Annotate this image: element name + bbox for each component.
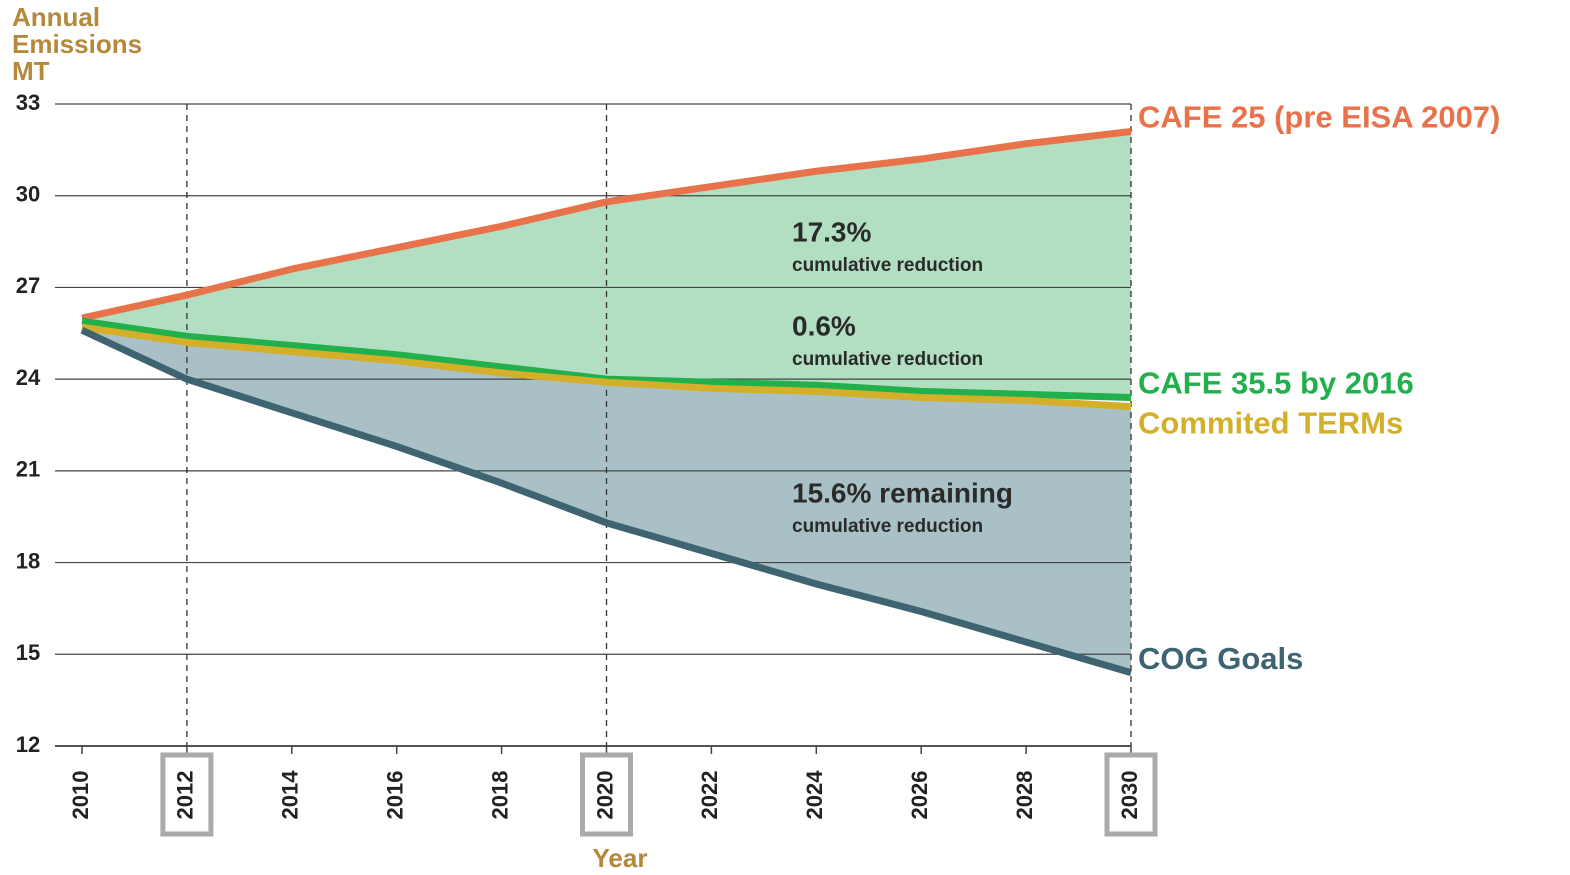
- x-tick-label: 2026: [907, 771, 932, 820]
- x-tick-label: 2016: [383, 771, 408, 820]
- y-tick-label: 21: [16, 457, 40, 482]
- series-line: [80, 327, 1132, 676]
- x-axis-label: Year: [593, 843, 648, 873]
- area-fill: [82, 327, 1131, 673]
- highlight-box: [580, 752, 633, 837]
- x-tick-label: 2010: [68, 771, 93, 820]
- x-tick-label: 2018: [487, 771, 512, 820]
- x-tick-label: 2020: [592, 771, 617, 820]
- annotation: 15.6% remaining: [792, 477, 1013, 508]
- x-tick-label: 2022: [697, 771, 722, 820]
- annotation: 17.3%: [792, 216, 871, 247]
- x-tick-label: 2024: [802, 770, 827, 820]
- y-tick-label: 27: [16, 273, 40, 298]
- highlight-box: [160, 752, 214, 837]
- x-tick-label: 2014: [278, 770, 303, 820]
- y-tick-label: 15: [16, 640, 40, 665]
- y-tick-label: 18: [16, 548, 40, 573]
- area-fill: [82, 131, 1131, 398]
- y-axis-label-line: Annual: [12, 2, 100, 32]
- x-tick-label: 2028: [1012, 771, 1037, 820]
- y-tick-label: 24: [16, 365, 41, 390]
- area-fills: [82, 131, 1131, 673]
- y-tick-label: 12: [16, 732, 40, 757]
- annotation-sub: cumulative reduction: [792, 255, 983, 276]
- y-axis-label-line: MT: [12, 56, 50, 86]
- legend-label: Commited TERMs: [1138, 406, 1403, 441]
- legend-label: CAFE 35.5 by 2016: [1138, 366, 1414, 401]
- x-tick-label: 2030: [1117, 771, 1142, 820]
- series-line: [81, 323, 1132, 411]
- y-tick-label: 30: [16, 182, 40, 207]
- y-tick-label: 33: [16, 90, 40, 115]
- y-axis-label-line: Emissions: [12, 29, 142, 59]
- highlight-box: [1104, 752, 1158, 837]
- legend-label: COG Goals: [1138, 641, 1303, 676]
- annotation-sub: cumulative reduction: [792, 516, 983, 537]
- legend-label: CAFE 25 (pre EISA 2007): [1138, 100, 1500, 135]
- x-tick-label: 2012: [173, 771, 198, 820]
- annotation: 0.6%: [792, 310, 856, 341]
- annotation-sub: cumulative reduction: [792, 349, 983, 370]
- series-line: [81, 128, 1132, 322]
